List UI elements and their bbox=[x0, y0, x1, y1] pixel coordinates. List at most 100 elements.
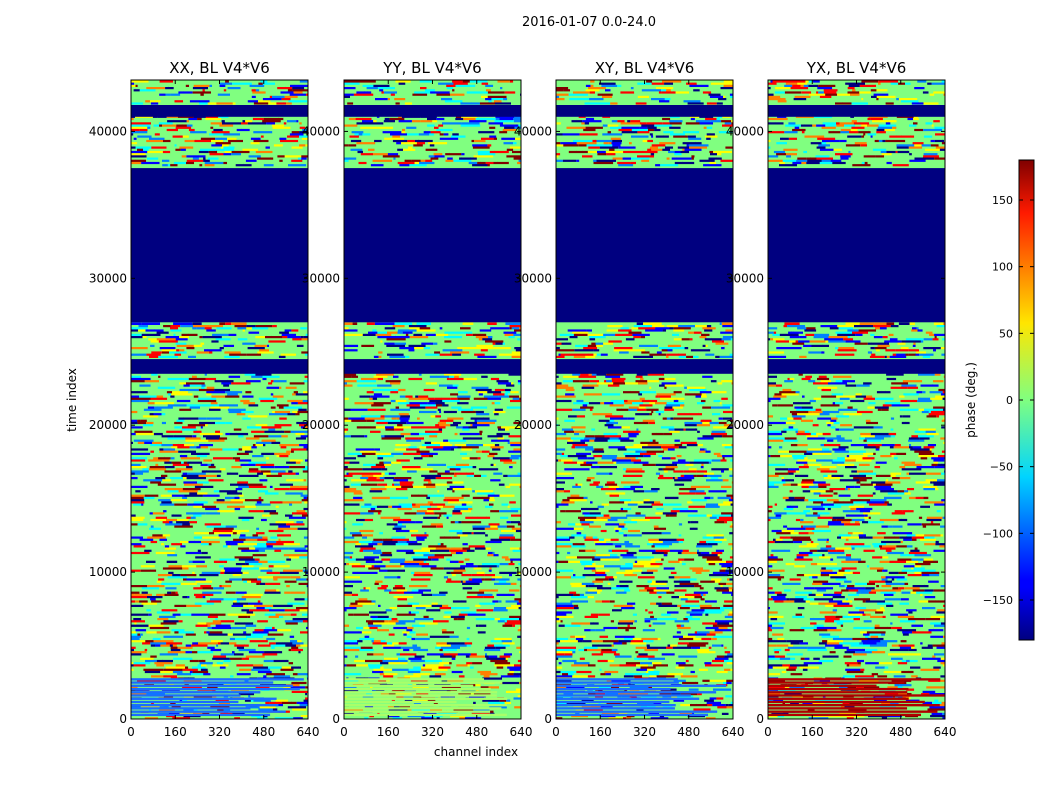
flagged-region bbox=[556, 359, 733, 374]
flagged-region bbox=[768, 168, 945, 323]
low-time-band bbox=[344, 707, 502, 710]
low-time-band bbox=[768, 697, 909, 700]
y-tick-label: 0 bbox=[332, 712, 340, 726]
phase-image bbox=[344, 80, 521, 719]
colorbar-tick-label: 50 bbox=[999, 327, 1013, 340]
low-time-band bbox=[131, 691, 261, 694]
flagged-region bbox=[344, 359, 521, 374]
x-tick-label: 320 bbox=[208, 725, 231, 739]
low-time-band bbox=[344, 691, 498, 694]
y-tick-label: 0 bbox=[756, 712, 764, 726]
low-time-band bbox=[768, 678, 941, 681]
figure-title: 2016-01-07 0.0-24.0 bbox=[522, 15, 656, 30]
flagged-region bbox=[131, 105, 308, 117]
low-time-band bbox=[768, 713, 921, 717]
low-time-band bbox=[131, 684, 293, 687]
phase-image bbox=[556, 80, 733, 719]
y-tick-label: 10000 bbox=[514, 565, 552, 579]
low-time-band bbox=[556, 684, 727, 687]
low-time-band bbox=[768, 694, 945, 697]
y-axis-label: time index bbox=[65, 368, 79, 432]
flagged-region bbox=[131, 359, 308, 374]
low-time-band bbox=[344, 678, 485, 681]
y-tick-label: 30000 bbox=[514, 271, 552, 285]
panel-title: YX, BL V4*V6 bbox=[806, 59, 907, 77]
x-tick-label: 640 bbox=[722, 725, 745, 739]
panel: YY, BL V4*V6 0 160 320 480 640 0 10000 20000 3000… bbox=[302, 59, 533, 739]
y-tick-label: 10000 bbox=[89, 565, 127, 579]
panel: YX, BL V4*V6 0 160 320 480 640 0 10000 20000 3000… bbox=[726, 59, 957, 739]
y-tick-label: 40000 bbox=[514, 124, 552, 138]
x-tick-label: 480 bbox=[889, 725, 912, 739]
low-time-band bbox=[344, 700, 457, 704]
low-time-band bbox=[556, 681, 679, 684]
y-tick-label: 0 bbox=[544, 712, 552, 726]
colorbar-label: phase (deg.) bbox=[964, 362, 978, 438]
y-tick-label: 30000 bbox=[89, 271, 127, 285]
x-tick-label: 0 bbox=[340, 725, 348, 739]
low-time-band bbox=[768, 681, 905, 684]
panel-title: XX, BL V4*V6 bbox=[169, 59, 270, 77]
flagged-region bbox=[131, 168, 308, 323]
x-tick-label: 160 bbox=[377, 725, 400, 739]
low-time-band bbox=[131, 694, 241, 697]
low-time-band bbox=[768, 700, 925, 704]
y-tick-label: 0 bbox=[119, 712, 127, 726]
flagged-region bbox=[344, 105, 521, 117]
y-tick-label: 20000 bbox=[514, 418, 552, 432]
x-tick-label: 640 bbox=[510, 725, 533, 739]
low-time-band bbox=[131, 707, 251, 710]
y-tick-label: 10000 bbox=[302, 565, 340, 579]
x-axis-label: channel index bbox=[434, 745, 518, 759]
low-time-band bbox=[768, 687, 909, 691]
low-time-band bbox=[768, 707, 908, 710]
panels: XX, BL V4*V6 0 160 320 480 640 0 10000 20000 3000… bbox=[89, 59, 957, 739]
phase-image bbox=[131, 80, 308, 719]
x-tick-label: 480 bbox=[677, 725, 700, 739]
low-time-band bbox=[131, 687, 300, 691]
y-tick-label: 10000 bbox=[726, 565, 764, 579]
low-time-band bbox=[344, 684, 474, 687]
panel-title: XY, BL V4*V6 bbox=[595, 59, 695, 77]
low-time-band bbox=[131, 710, 286, 713]
colorbar-tick-label: −150 bbox=[983, 594, 1013, 607]
x-tick-label: 160 bbox=[589, 725, 612, 739]
low-time-band bbox=[131, 700, 239, 704]
low-time-band bbox=[768, 710, 938, 713]
low-time-band bbox=[556, 713, 709, 717]
low-time-band bbox=[344, 681, 503, 684]
x-tick-label: 0 bbox=[764, 725, 772, 739]
x-tick-label: 480 bbox=[252, 725, 275, 739]
colorbar-tick-label: −100 bbox=[983, 527, 1013, 540]
low-time-band bbox=[131, 678, 304, 681]
low-time-band bbox=[556, 707, 675, 710]
colorbar-tick-label: 0 bbox=[1006, 394, 1013, 407]
y-tick-label: 20000 bbox=[89, 418, 127, 432]
y-tick-label: 40000 bbox=[302, 124, 340, 138]
low-time-band bbox=[344, 687, 491, 691]
y-tick-label: 30000 bbox=[302, 271, 340, 285]
y-tick-label: 20000 bbox=[726, 418, 764, 432]
low-time-band bbox=[344, 713, 507, 717]
low-time-band bbox=[768, 684, 877, 687]
low-time-band bbox=[344, 697, 508, 700]
colorbar-tick-label: 100 bbox=[992, 261, 1013, 274]
y-tick-label: 20000 bbox=[302, 418, 340, 432]
panel: XY, BL V4*V6 0 160 320 480 640 0 10000 20000 3000… bbox=[514, 59, 745, 739]
low-time-band bbox=[556, 687, 671, 691]
y-tick-label: 30000 bbox=[726, 271, 764, 285]
x-tick-label: 320 bbox=[633, 725, 656, 739]
low-time-band bbox=[131, 697, 277, 700]
low-time-band bbox=[344, 694, 497, 697]
phase-image bbox=[768, 80, 945, 719]
x-tick-label: 320 bbox=[845, 725, 868, 739]
flagged-region bbox=[768, 359, 945, 374]
x-tick-label: 640 bbox=[934, 725, 957, 739]
x-tick-label: 0 bbox=[127, 725, 135, 739]
x-tick-label: 160 bbox=[164, 725, 187, 739]
flagged-region bbox=[556, 105, 733, 117]
low-time-band bbox=[556, 697, 700, 700]
x-tick-label: 320 bbox=[421, 725, 444, 739]
flagged-region bbox=[768, 105, 945, 117]
